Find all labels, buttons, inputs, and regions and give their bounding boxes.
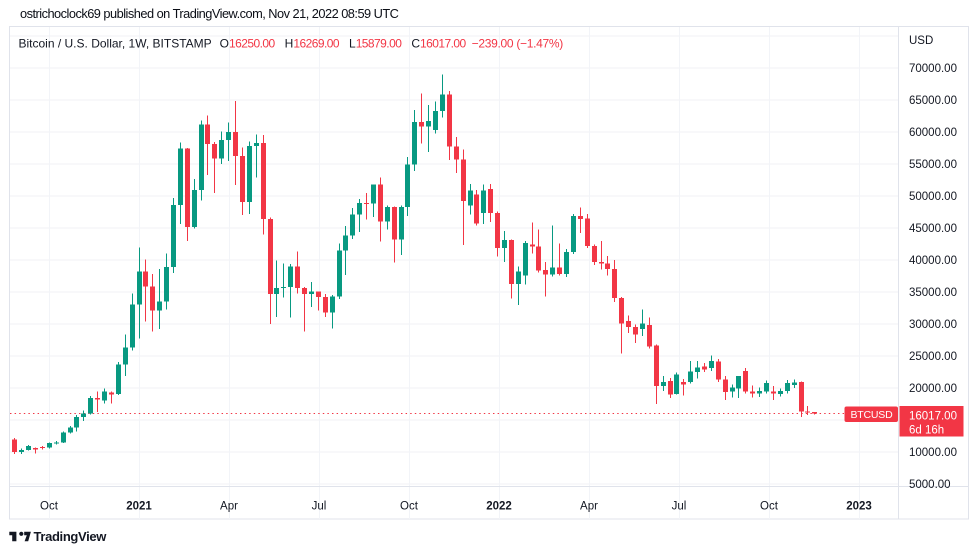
svg-text:65000.00: 65000.00	[909, 95, 957, 107]
svg-text:USD: USD	[909, 35, 933, 47]
svg-text:16017.00: 16017.00	[909, 411, 957, 423]
svg-text:Oct: Oct	[40, 501, 59, 513]
svg-text:50000.00: 50000.00	[909, 191, 957, 203]
svg-text:Bitcoin / U.S. Dollar, 1W, BIT: Bitcoin / U.S. Dollar, 1W, BITSTAMP O1625…	[19, 37, 564, 51]
svg-text:70000.00: 70000.00	[909, 63, 957, 75]
svg-text:Jul: Jul	[672, 501, 687, 513]
svg-text:Apr: Apr	[580, 501, 598, 513]
svg-text:20000.00: 20000.00	[909, 383, 957, 395]
svg-text:2022: 2022	[486, 501, 512, 513]
svg-text:5000.00: 5000.00	[909, 479, 951, 491]
svg-text:30000.00: 30000.00	[909, 319, 957, 331]
svg-text:2023: 2023	[846, 501, 872, 513]
svg-text:45000.00: 45000.00	[909, 223, 957, 235]
svg-text:40000.00: 40000.00	[909, 255, 957, 267]
svg-text:Apr: Apr	[220, 501, 238, 513]
svg-text:25000.00: 25000.00	[909, 351, 957, 363]
svg-text:TradingView: TradingView	[34, 529, 108, 544]
svg-text:2021: 2021	[126, 501, 152, 513]
svg-text:Oct: Oct	[400, 501, 419, 513]
svg-text:10000.00: 10000.00	[909, 447, 957, 459]
svg-text:55000.00: 55000.00	[909, 159, 957, 171]
svg-text:Jul: Jul	[312, 501, 327, 513]
svg-text:60000.00: 60000.00	[909, 127, 957, 139]
svg-text:35000.00: 35000.00	[909, 287, 957, 299]
svg-text:6d 16h: 6d 16h	[909, 425, 944, 437]
svg-text:ostrichoclock69 published on T: ostrichoclock69 published on TradingView…	[20, 6, 399, 21]
svg-text:BTCUSD: BTCUSD	[851, 409, 894, 421]
svg-text:Oct: Oct	[760, 501, 779, 513]
